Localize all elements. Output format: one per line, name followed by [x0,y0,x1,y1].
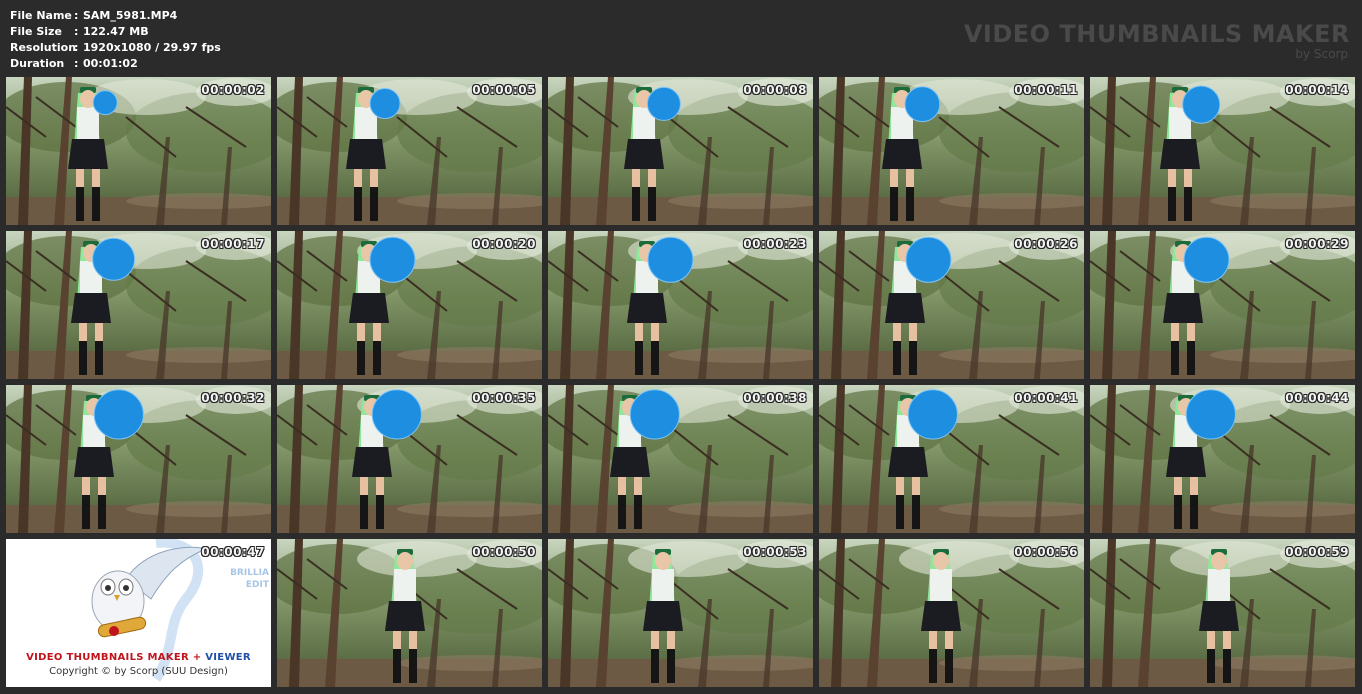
forest-scene [548,539,813,687]
logo-side-line1: BRILLIA [230,568,269,578]
timestamp-label: 00:00:35 [472,391,536,405]
forest-scene [1090,539,1355,687]
video-thumbnail[interactable]: 00:00:23 [548,231,813,379]
brand-watermark: VIDEO THUMBNAILS MAKER by Scorp [964,20,1350,60]
timestamp-label: 00:00:26 [1014,237,1078,251]
forest-scene [277,539,542,687]
timestamp-label: 00:00:38 [743,391,807,405]
resolution-row: Resolution : 1920x1080 / 29.97 fps [10,40,221,56]
timestamp-label: 00:00:50 [472,545,536,559]
video-thumbnail[interactable]: 00:00:26 [819,231,1084,379]
timestamp-label: 00:00:23 [743,237,807,251]
video-thumbnail[interactable]: 00:00:59 [1090,539,1355,687]
video-thumbnail[interactable]: 00:00:17 [6,231,271,379]
logo-product-name: VIDEO THUMBNAILS MAKER + VIEWER [6,652,271,663]
logo-name-part2: VIEWER [205,652,251,663]
timestamp-label: 00:00:17 [201,237,265,251]
timestamp-label: 00:00:02 [201,83,265,97]
file-name-label: File Name [10,9,72,22]
video-thumbnail[interactable]: 00:00:56 [819,539,1084,687]
duration-row: Duration : 00:01:02 [10,56,221,72]
forest-scene [1090,77,1355,225]
logo-side-line2: EDIT [245,580,269,590]
video-thumbnail[interactable]: 00:00:35 [277,385,542,533]
logo-thumbnail[interactable]: BRILLIA EDIT VIDEO THUMBNAILS MAKER + VIEW… [6,539,271,687]
file-name-value: SAM_5981.MP4 [83,9,178,22]
video-thumbnail[interactable]: 00:00:14 [1090,77,1355,225]
forest-scene [548,385,813,533]
forest-scene [819,385,1084,533]
forest-scene [819,539,1084,687]
separator: : [74,25,79,38]
video-thumbnail[interactable]: 00:00:38 [548,385,813,533]
file-info-panel: File Name : SAM_5981.MP4 File Size : 122… [10,8,221,72]
forest-scene [277,231,542,379]
duration-label: Duration [10,57,65,70]
forest-scene [819,77,1084,225]
timestamp-label: 00:00:47 [201,545,265,559]
forest-scene [1090,231,1355,379]
separator: : [74,9,79,22]
timestamp-label: 00:00:53 [743,545,807,559]
timestamp-label: 00:00:32 [201,391,265,405]
video-thumbnail[interactable]: 00:00:20 [277,231,542,379]
forest-scene [6,385,271,533]
video-thumbnail[interactable]: 00:00:08 [548,77,813,225]
video-thumbnail[interactable]: 00:00:11 [819,77,1084,225]
brand-byline: by Scorp [1295,47,1348,61]
video-thumbnail[interactable]: 00:00:41 [819,385,1084,533]
video-thumbnail[interactable]: 00:00:44 [1090,385,1355,533]
timestamp-label: 00:00:08 [743,83,807,97]
forest-scene [548,231,813,379]
forest-scene [277,385,542,533]
video-thumbnail[interactable]: 00:00:32 [6,385,271,533]
forest-scene [6,77,271,225]
file-size-row: File Size : 122.47 MB [10,24,221,40]
duration-value: 00:01:02 [83,57,138,70]
thumbnail-grid: 00:00:02 [6,77,1355,687]
logo-copyright: Copyright © by Scorp (SUU Design) [49,666,228,677]
video-thumbnail[interactable]: 00:00:53 [548,539,813,687]
forest-scene [6,231,271,379]
timestamp-label: 00:00:41 [1014,391,1078,405]
logo-side-text: BRILLIA EDIT [230,567,269,591]
timestamp-label: 00:00:44 [1285,391,1349,405]
timestamp-label: 00:00:56 [1014,545,1078,559]
video-thumbnail[interactable]: 00:00:29 [1090,231,1355,379]
logo-name-part1: VIDEO THUMBNAILS MAKER [26,652,189,663]
forest-scene [548,77,813,225]
timestamp-label: 00:00:14 [1285,83,1349,97]
timestamp-label: 00:00:29 [1285,237,1349,251]
brand-title: VIDEO THUMBNAILS MAKER [963,20,1350,48]
video-thumbnail[interactable]: 00:00:50 [277,539,542,687]
timestamp-label: 00:00:59 [1285,545,1349,559]
forest-scene [819,231,1084,379]
timestamp-label: 00:00:05 [472,83,536,97]
file-name-row: File Name : SAM_5981.MP4 [10,8,221,24]
video-thumbnail[interactable]: 00:00:05 [277,77,542,225]
forest-scene [277,77,542,225]
forest-scene [1090,385,1355,533]
file-size-value: 122.47 MB [83,25,149,38]
timestamp-label: 00:00:11 [1014,83,1078,97]
video-thumbnail[interactable]: 00:00:02 [6,77,271,225]
file-size-label: File Size [10,25,62,38]
resolution-label: Resolution [10,41,77,54]
owl-logo [91,539,208,682]
timestamp-label: 00:00:20 [472,237,536,251]
logo-name-plus: + [189,652,206,663]
separator: : [74,57,79,70]
separator: : [74,41,79,54]
resolution-value: 1920x1080 / 29.97 fps [83,41,221,54]
